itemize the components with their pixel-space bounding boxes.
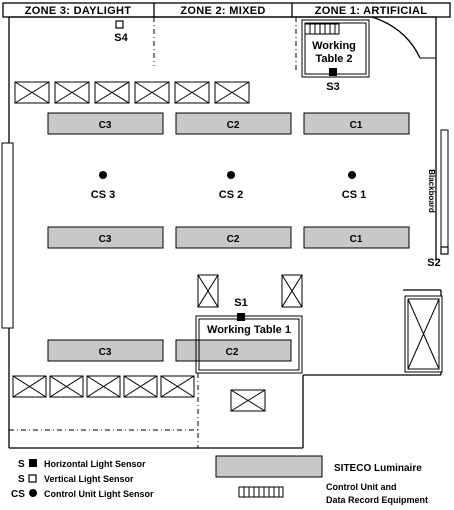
data-record-equipment (304, 23, 340, 35)
luminaire-label: C3 (99, 234, 112, 245)
legend-control-label: Control Unit Light Sensor (44, 489, 154, 499)
desk (134, 81, 170, 104)
desk (54, 81, 90, 104)
horizontal-sensor (329, 68, 337, 76)
luminaire (47, 112, 164, 135)
cabinet (404, 295, 443, 373)
door-swing (371, 16, 421, 59)
legend-v-prefix: S (18, 474, 25, 485)
sensor-label: S4 (114, 32, 128, 44)
desk (86, 375, 121, 398)
legend-horizontal-label: Horizontal Light Sensor (44, 459, 146, 469)
desk (214, 81, 250, 104)
desk (160, 375, 195, 398)
sensor-label: S1 (234, 297, 247, 309)
sensor-label: S3 (326, 81, 339, 93)
working-table-1-label: Working Table 1 (207, 324, 291, 336)
horizontal-sensor (237, 313, 245, 321)
luminaire-label: C1 (350, 120, 363, 131)
zone2-label: ZONE 2: MIXED (180, 5, 265, 17)
luminaire-label: C2 (226, 347, 239, 358)
luminaire (175, 112, 292, 135)
legend-luminaire-icon (215, 455, 323, 478)
chair (230, 389, 266, 412)
legend-equipment-icon (238, 486, 284, 498)
luminaire-label: C1 (350, 234, 363, 245)
control-sensor-label: CS 3 (91, 189, 115, 201)
control-sensor-label: CS 2 (219, 189, 243, 201)
working-table-1-inner (198, 318, 300, 371)
working-table-1 (195, 315, 303, 374)
luminaire (303, 226, 410, 249)
desk (49, 375, 84, 398)
working-table-2-label-line2: Table 2 (315, 53, 352, 65)
legend-cs-prefix: CS (11, 489, 25, 500)
luminaire-label: C3 (99, 347, 112, 358)
chair (197, 274, 219, 308)
legend-vertical-sensor-icon (28, 474, 37, 483)
zone1-label: ZONE 1: ARTIFICIAL (315, 5, 428, 17)
control-sensor-dot (227, 171, 235, 179)
luminaire (47, 226, 164, 249)
working-table-2-label-line1: Working (312, 40, 356, 52)
legend-luminaire-label: SITECO Luminaire (334, 463, 422, 474)
legend-equipment-label-line1: Control Unit and (326, 482, 397, 492)
luminaire (175, 226, 292, 249)
window-panel (1, 142, 14, 329)
control-sensor-dot (99, 171, 107, 179)
legend-horizontal-sensor-icon (29, 459, 37, 467)
zone3-label: ZONE 3: DAYLIGHT (25, 5, 131, 17)
desk (174, 81, 210, 104)
legend-control-sensor-icon (29, 489, 37, 497)
legend-h-prefix: S (18, 459, 25, 470)
luminaire (47, 339, 164, 362)
vertical-sensor (440, 246, 449, 255)
vertical-sensor (115, 20, 124, 29)
desk (123, 375, 158, 398)
legend-vertical-label: Vertical Light Sensor (44, 474, 134, 484)
desk (12, 375, 47, 398)
legend-equipment-label-line2: Data Record Equipment (326, 495, 428, 505)
desk-row-top (14, 81, 250, 104)
control-sensor-label: CS 1 (342, 189, 366, 201)
luminaire-label: C3 (99, 120, 112, 131)
desk (94, 81, 130, 104)
blackboard (440, 129, 449, 249)
desk (14, 81, 50, 104)
blackboard-label: Blackboard (427, 169, 436, 213)
desk-row-bottom (12, 375, 195, 398)
luminaire (303, 112, 410, 135)
luminaire (175, 339, 292, 362)
legend: S Horizontal Light Sensor S Vertical Lig… (11, 455, 428, 505)
luminaire-label: C2 (227, 120, 240, 131)
chair (281, 274, 303, 308)
sensor-label: S2 (427, 257, 440, 269)
control-sensor-dot (348, 171, 356, 179)
luminaire-label: C2 (227, 234, 240, 245)
